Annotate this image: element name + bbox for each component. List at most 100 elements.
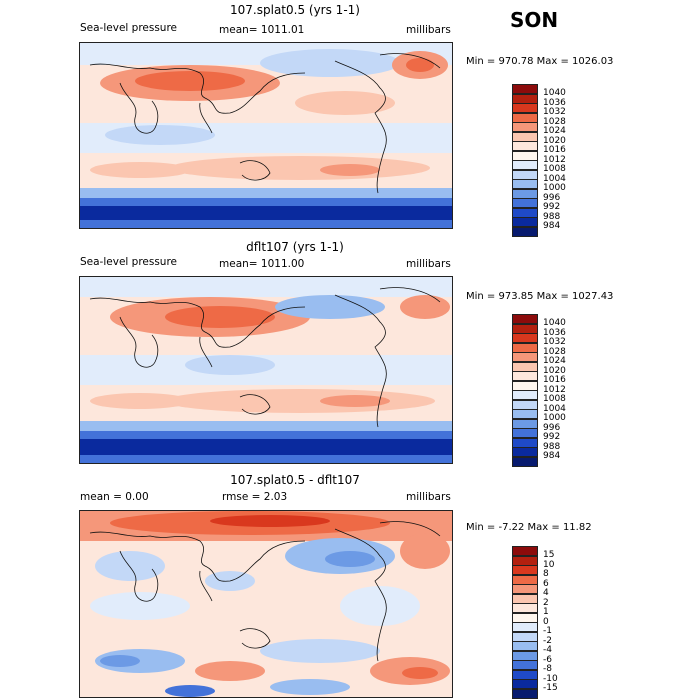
panel-1-units-label: millibars bbox=[406, 24, 451, 36]
colorbar-tick-label: 984 bbox=[543, 221, 561, 231]
colorbar-tick-label: 1012 bbox=[543, 384, 566, 395]
colorbar-tick-label: 6 bbox=[543, 578, 549, 589]
colorbar-swatch bbox=[512, 546, 538, 556]
colorbar-tick-label: 1032 bbox=[543, 337, 566, 347]
colorbar-tick-label: 1024 bbox=[543, 126, 566, 136]
colorbar-tick-label: -4 bbox=[543, 645, 552, 655]
colorbar-tick-label: 988 bbox=[543, 211, 561, 222]
colorbar-swatch bbox=[512, 217, 538, 227]
colorbar-tick-label: 1016 bbox=[543, 145, 566, 155]
colorbar-tick-label: 1016 bbox=[543, 375, 566, 385]
colorbar-swatch bbox=[512, 141, 538, 151]
panel-3-map-svg bbox=[80, 511, 452, 697]
colorbar-swatch bbox=[512, 669, 538, 680]
colorbar-swatch bbox=[512, 574, 538, 585]
panel-2-map bbox=[79, 276, 453, 464]
colorbar-tick-label: 1036 bbox=[543, 97, 566, 108]
colorbar-swatch bbox=[512, 84, 538, 94]
colorbar-swatch bbox=[512, 150, 538, 161]
panel-3-map bbox=[79, 510, 453, 698]
colorbar-swatch bbox=[512, 122, 538, 132]
colorbar-swatch bbox=[512, 409, 538, 419]
colorbar-tick-label: 1004 bbox=[543, 173, 566, 184]
panel-3-minmax: Min = -7.22 Max = 11.82 bbox=[466, 522, 592, 533]
colorbar-swatch bbox=[512, 160, 538, 170]
colorbar-swatch bbox=[512, 612, 538, 623]
colorbar-swatch bbox=[512, 650, 538, 661]
colorbar-tick-label: 1008 bbox=[543, 394, 566, 404]
colorbar-tick-label: 1028 bbox=[543, 346, 566, 357]
colorbar-swatch bbox=[512, 631, 538, 642]
colorbar-tick-label: 1040 bbox=[543, 318, 566, 328]
panel-1-map-svg bbox=[80, 43, 452, 228]
colorbar-tick-label: -1 bbox=[543, 626, 552, 636]
colorbar-tick-label: 988 bbox=[543, 441, 561, 452]
colorbar-swatch bbox=[512, 352, 538, 362]
colorbar-tick-label: 1012 bbox=[543, 154, 566, 165]
colorbar-swatch bbox=[512, 342, 538, 353]
colorbar-tick-label: 992 bbox=[543, 432, 561, 442]
colorbar-tick-label: 2 bbox=[543, 597, 549, 608]
panel-1-mean-label: mean= 1011.01 bbox=[219, 24, 305, 36]
colorbar-swatch bbox=[512, 169, 538, 180]
colorbar-swatch bbox=[512, 428, 538, 438]
panel-3-units-label: millibars bbox=[406, 491, 451, 503]
colorbar-swatch bbox=[512, 323, 538, 334]
colorbar-swatch bbox=[512, 188, 538, 199]
colorbar-tick-label: 1036 bbox=[543, 327, 566, 338]
panel-1-variable-label: Sea-level pressure bbox=[80, 22, 178, 34]
colorbar-swatch bbox=[512, 361, 538, 372]
colorbar-swatch bbox=[512, 207, 538, 218]
colorbar-swatch bbox=[512, 565, 538, 575]
colorbar-tick-label: 1040 bbox=[543, 88, 566, 98]
panel-1-map bbox=[79, 42, 453, 229]
colorbar-tick-label: 1028 bbox=[543, 116, 566, 127]
colorbar-swatch bbox=[512, 593, 538, 604]
season-label: SON bbox=[510, 8, 559, 32]
colorbar-tick-label: -6 bbox=[543, 654, 552, 665]
colorbar-tick-label: 996 bbox=[543, 422, 561, 433]
colorbar-tick-label: 1020 bbox=[543, 365, 566, 376]
colorbar-tick-label: 1000 bbox=[543, 183, 566, 193]
colorbar-swatch bbox=[512, 399, 538, 410]
colorbar-tick-label: 1008 bbox=[543, 164, 566, 174]
colorbar-tick-label: 1024 bbox=[543, 356, 566, 366]
panel-3-rmse-label: rmse = 2.03 bbox=[222, 491, 288, 503]
colorbar-swatch bbox=[512, 555, 538, 566]
colorbar-tick-label: 996 bbox=[543, 192, 561, 203]
colorbar-swatch bbox=[512, 447, 538, 457]
colorbar-tick-label: 15 bbox=[543, 550, 555, 560]
colorbar-swatch bbox=[512, 418, 538, 429]
colorbar-tick-label: 1000 bbox=[543, 413, 566, 423]
colorbar-swatch bbox=[512, 622, 538, 632]
panel-2-title: dflt107 (yrs 1-1) bbox=[246, 240, 344, 254]
colorbar-swatch bbox=[512, 93, 538, 104]
panel-1-title: 107.splat0.5 (yrs 1-1) bbox=[230, 3, 360, 17]
panel-2-units-label: millibars bbox=[406, 258, 451, 270]
panel-2-mean-label: mean= 1011.00 bbox=[219, 258, 305, 270]
colorbar-swatch bbox=[512, 660, 538, 670]
colorbar-swatch bbox=[512, 371, 538, 381]
colorbar-tick-label: -8 bbox=[543, 664, 552, 674]
panel-3-mean-label: mean = 0.00 bbox=[80, 491, 149, 503]
colorbar-tick-label: 0 bbox=[543, 616, 549, 627]
colorbar-tick-label: 8 bbox=[543, 569, 549, 579]
colorbar-swatch bbox=[512, 314, 538, 324]
colorbar-tick-label: 1020 bbox=[543, 135, 566, 146]
colorbar-swatch bbox=[512, 456, 538, 467]
colorbar-swatch bbox=[512, 603, 538, 613]
panel-3-title: 107.splat0.5 - dflt107 bbox=[230, 473, 360, 487]
colorbar-swatch bbox=[512, 584, 538, 594]
colorbar-swatch bbox=[512, 641, 538, 651]
colorbar-tick-label: 1032 bbox=[543, 107, 566, 117]
colorbar-tick-label: -10 bbox=[543, 673, 558, 684]
colorbar-tick-label: 4 bbox=[543, 588, 549, 598]
colorbar-swatch bbox=[512, 688, 538, 699]
colorbar-swatch bbox=[512, 333, 538, 343]
panel-2-minmax: Min = 973.85 Max = 1027.43 bbox=[466, 291, 614, 302]
colorbar-tick-label: 992 bbox=[543, 202, 561, 212]
colorbar-tick-label: 10 bbox=[543, 559, 555, 570]
colorbar-tick-label: -2 bbox=[543, 635, 552, 646]
colorbar-swatch bbox=[512, 131, 538, 142]
colorbar-swatch bbox=[512, 112, 538, 123]
